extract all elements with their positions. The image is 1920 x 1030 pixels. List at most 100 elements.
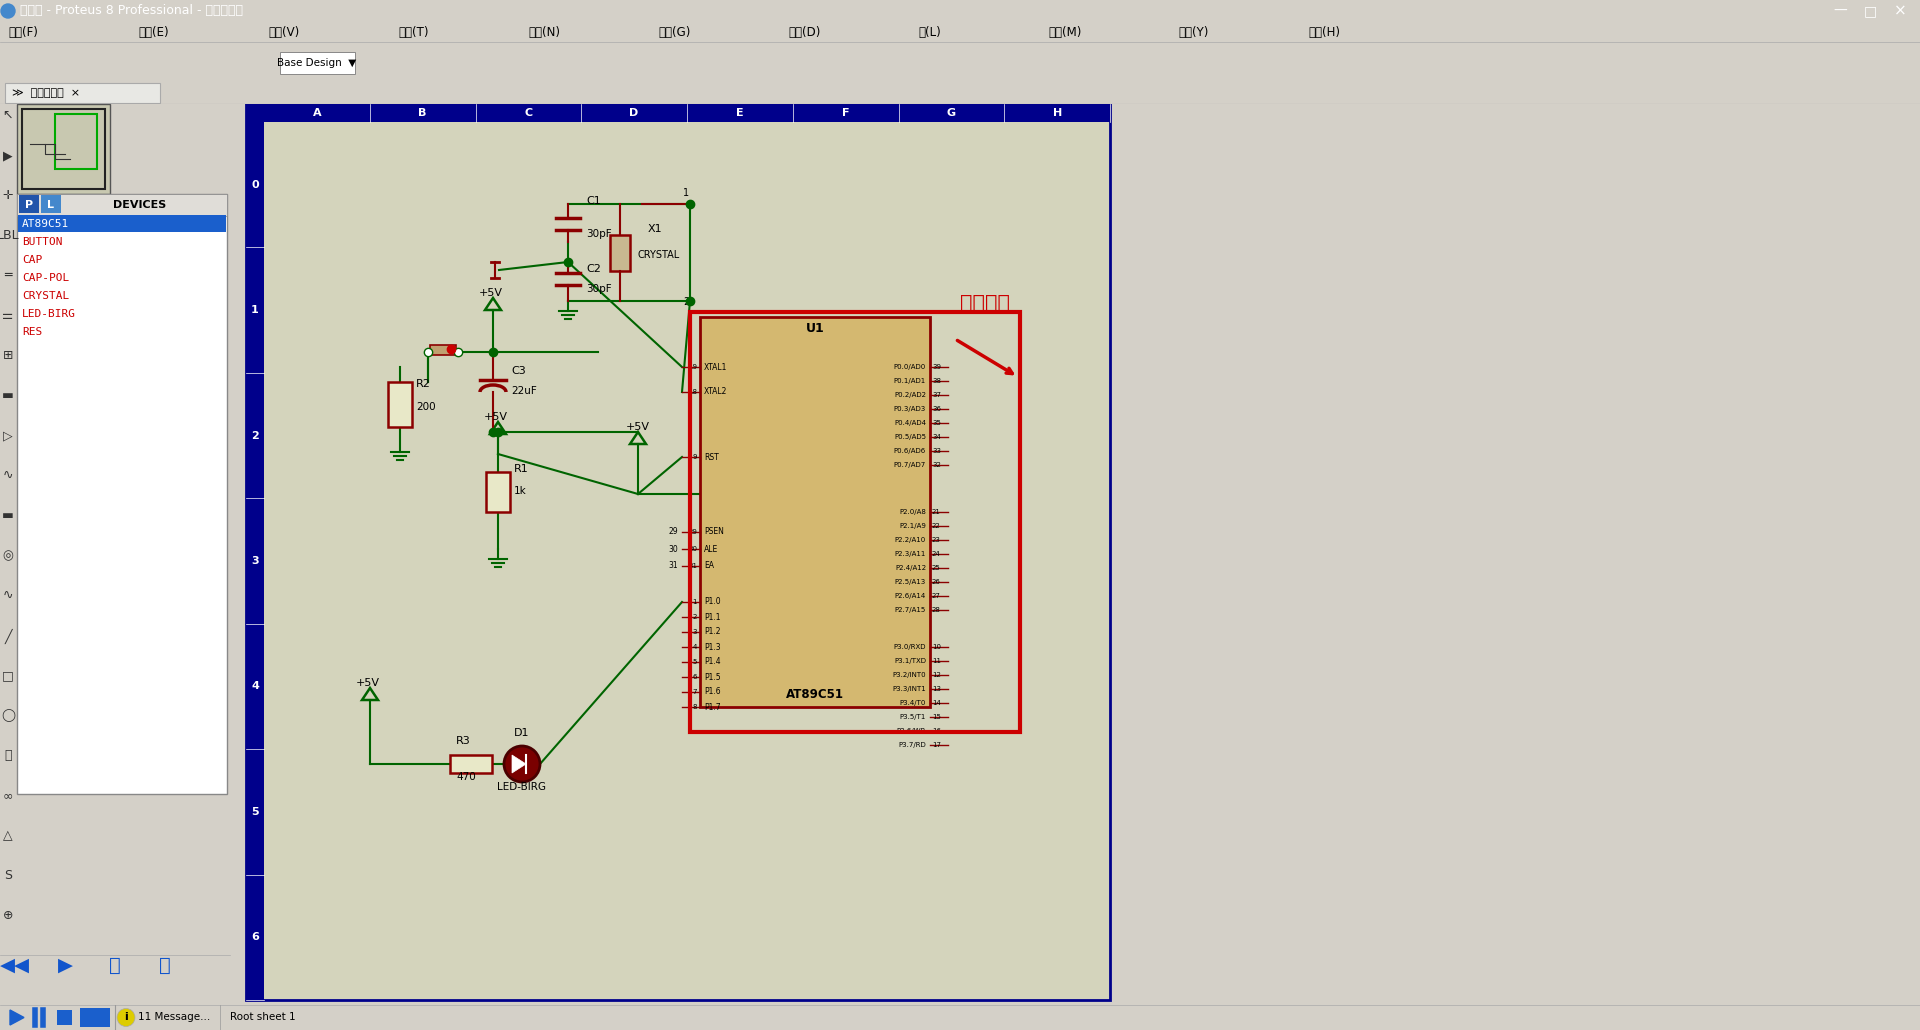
- Text: BUTTON: BUTTON: [21, 237, 63, 247]
- Text: 22: 22: [931, 523, 941, 529]
- Text: P3.3/INT1: P3.3/INT1: [893, 686, 925, 692]
- Bar: [21, 109, 106, 188]
- Bar: [689, 312, 1020, 732]
- Text: AT89C51: AT89C51: [785, 688, 845, 701]
- Text: 30pF: 30pF: [586, 229, 612, 239]
- Bar: [246, 104, 1110, 122]
- Text: 视图(V): 视图(V): [269, 26, 300, 38]
- Text: 1: 1: [684, 188, 689, 198]
- Text: LED-BIRG: LED-BIRG: [21, 309, 77, 319]
- Text: ↖: ↖: [2, 109, 13, 122]
- Circle shape: [503, 746, 540, 782]
- Text: 17: 17: [931, 742, 941, 748]
- Bar: [486, 472, 511, 512]
- Text: 5: 5: [252, 806, 259, 817]
- Text: CAP-POL: CAP-POL: [21, 273, 69, 283]
- Text: 29: 29: [687, 529, 697, 535]
- Text: G: G: [947, 108, 956, 118]
- Text: P: P: [25, 200, 33, 210]
- Text: ⊞: ⊞: [2, 349, 13, 362]
- Text: P2.2/A10: P2.2/A10: [895, 537, 925, 543]
- Text: ▶: ▶: [4, 149, 13, 162]
- Text: 13: 13: [931, 686, 941, 692]
- Text: C2: C2: [586, 264, 601, 274]
- Text: P3.4/T0: P3.4/T0: [900, 700, 925, 706]
- Text: P2.7/A15: P2.7/A15: [895, 607, 925, 613]
- Text: 图表(G): 图表(G): [659, 26, 691, 38]
- Text: 5: 5: [693, 659, 697, 665]
- Text: 8: 8: [693, 703, 697, 710]
- Text: 1k: 1k: [515, 486, 526, 496]
- Text: ALE: ALE: [705, 545, 718, 553]
- Text: 2: 2: [252, 431, 259, 441]
- Text: 调试(D): 调试(D): [787, 26, 820, 38]
- Text: 30: 30: [687, 546, 697, 552]
- Text: 11 Message...: 11 Message...: [138, 1012, 211, 1023]
- Text: 7: 7: [693, 689, 697, 695]
- Text: AT89C51: AT89C51: [21, 219, 69, 229]
- Text: R1: R1: [515, 464, 528, 474]
- Text: 35: 35: [931, 420, 941, 426]
- Text: P3.7/RD: P3.7/RD: [899, 742, 925, 748]
- Text: 28: 28: [931, 607, 941, 613]
- Polygon shape: [10, 1010, 23, 1025]
- Text: RST: RST: [705, 452, 718, 461]
- Text: H: H: [1052, 108, 1062, 118]
- Text: 3: 3: [693, 629, 697, 636]
- Bar: [0, 1005, 115, 1030]
- Text: 3: 3: [252, 556, 259, 566]
- Bar: [701, 317, 929, 707]
- Text: D: D: [630, 108, 639, 118]
- Text: S: S: [4, 869, 12, 882]
- Bar: [246, 104, 265, 1000]
- Text: P1.1: P1.1: [705, 613, 720, 621]
- Text: 15: 15: [931, 714, 941, 720]
- Text: 16: 16: [931, 728, 941, 734]
- Text: CRYSTAL: CRYSTAL: [21, 291, 69, 301]
- Bar: [17, 194, 227, 794]
- Text: P2.4/A12: P2.4/A12: [895, 565, 925, 571]
- Text: C: C: [524, 108, 532, 118]
- Text: P2.3/A11: P2.3/A11: [895, 551, 925, 557]
- Text: 23: 23: [931, 537, 941, 543]
- Bar: [246, 104, 265, 122]
- Text: P1.7: P1.7: [705, 702, 720, 712]
- Text: L: L: [48, 200, 54, 210]
- Text: 200: 200: [417, 402, 436, 412]
- Text: ◎: ◎: [2, 549, 13, 562]
- Text: ▬: ▬: [2, 509, 13, 522]
- Text: +5V: +5V: [478, 288, 503, 298]
- Bar: [388, 382, 413, 427]
- Text: RES: RES: [21, 327, 42, 337]
- Text: 37: 37: [931, 392, 941, 398]
- Text: 6: 6: [252, 932, 259, 942]
- Text: 34: 34: [931, 434, 941, 440]
- Text: ×: ×: [1893, 3, 1907, 19]
- Bar: [449, 755, 492, 772]
- Text: DEVICES: DEVICES: [113, 200, 167, 210]
- Text: A: A: [313, 108, 321, 118]
- Text: 库(L): 库(L): [918, 26, 941, 38]
- Text: +5V: +5V: [626, 422, 651, 432]
- Text: 1: 1: [693, 599, 697, 605]
- Bar: [430, 345, 457, 355]
- Text: ✛: ✛: [2, 188, 13, 202]
- Text: 系统(Y): 系统(Y): [1179, 26, 1208, 38]
- Text: B: B: [419, 108, 426, 118]
- Text: ≫  原理图绘制  ×: ≫ 原理图绘制 ×: [12, 88, 81, 98]
- Text: P3.6/WR: P3.6/WR: [897, 728, 925, 734]
- Text: 设计(N): 设计(N): [528, 26, 561, 38]
- Text: 21: 21: [931, 509, 941, 515]
- Text: ▷: ▷: [4, 430, 13, 442]
- Polygon shape: [513, 755, 526, 772]
- Text: 14: 14: [931, 700, 941, 706]
- Circle shape: [117, 1008, 134, 1027]
- Text: 18: 18: [687, 389, 697, 394]
- Text: U1: U1: [806, 322, 824, 336]
- Text: P3.5/T1: P3.5/T1: [900, 714, 925, 720]
- Text: 4: 4: [693, 644, 697, 650]
- Text: 工具(T): 工具(T): [397, 26, 428, 38]
- Text: 32: 32: [931, 462, 941, 468]
- Bar: [56, 114, 98, 169]
- Text: 33: 33: [931, 448, 941, 454]
